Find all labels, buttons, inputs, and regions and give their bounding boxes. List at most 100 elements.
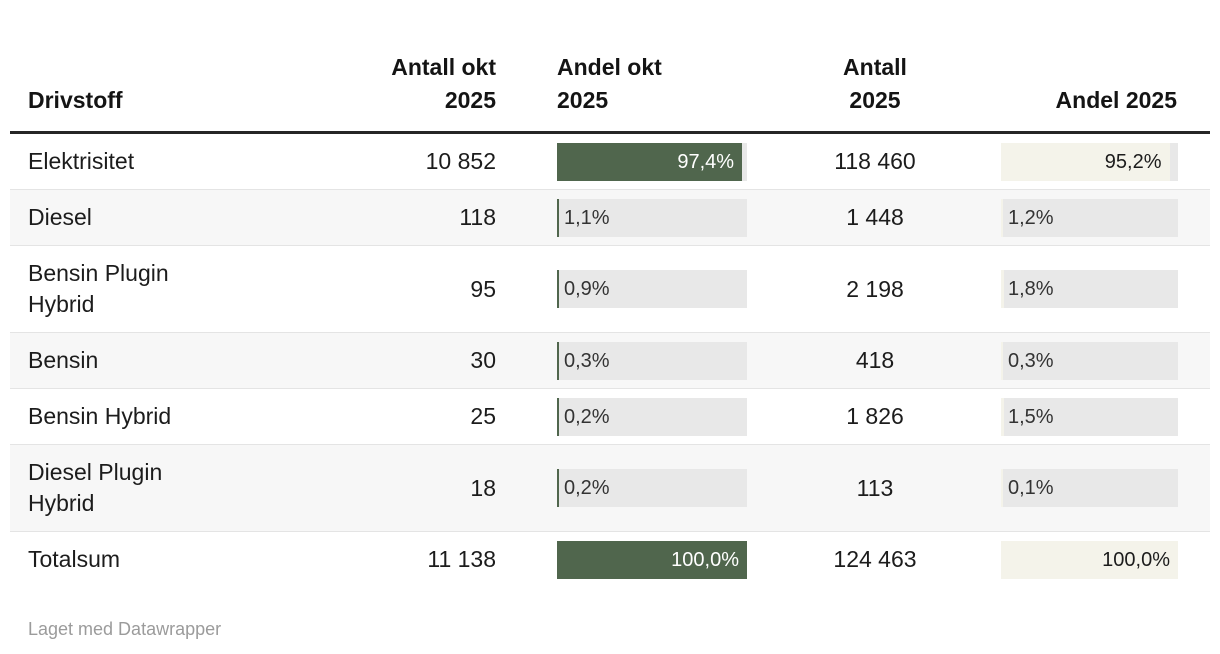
column-header-line: Andel 2025 — [1055, 87, 1177, 113]
fuel-label: Elektrisitet — [28, 148, 135, 174]
antall-2025-cell: 118 460 — [800, 133, 950, 190]
antall-okt-value: 10 852 — [425, 148, 496, 174]
bar-fill: 100,0% — [1001, 540, 1178, 579]
fuel-label: Totalsum — [28, 546, 121, 572]
andel-okt-bar-cell: 0,9% — [510, 245, 800, 333]
antall-okt-cell: 95 — [228, 245, 510, 333]
antall-2025-value: 118 460 — [834, 148, 916, 174]
bar-fill — [1001, 397, 1004, 436]
bar-value-label: 0,3% — [564, 349, 610, 372]
bar-value-label: 0,3% — [1008, 349, 1054, 372]
table-row: Diesel Plugin Hybrid 18 0,2% 113 0,1% — [10, 444, 1210, 532]
antall-okt-cell: 118 — [228, 189, 510, 246]
fuel-label-cell: Diesel — [10, 189, 228, 246]
andel-2025-bar-track: 1,2% — [1001, 198, 1178, 237]
bar-value-label: 1,2% — [1008, 206, 1054, 229]
antall-okt-value: 18 — [470, 474, 496, 501]
antall-2025-cell: 1 826 — [800, 388, 950, 445]
bar-value-label: 95,2% — [1104, 150, 1162, 173]
antall-2025-value: 418 — [855, 347, 895, 373]
table-row: Bensin Plugin Hybrid 95 0,9% 2 198 1,8% — [10, 245, 1210, 333]
bar-value-label: 1,5% — [1008, 405, 1054, 428]
fuel-label-cell: Bensin Hybrid — [10, 388, 228, 445]
antall-2025-cell: 418 — [800, 332, 950, 389]
andel-okt-bar-track: 0,9% — [557, 270, 747, 308]
andel-2025-bar-track: 1,5% — [1001, 397, 1178, 436]
column-header-andel-okt-2025: Andel okt 2025 — [510, 10, 800, 134]
fuel-label: Bensin Hybrid — [28, 403, 172, 429]
fuel-label-cell: Elektrisitet — [10, 133, 228, 190]
column-header-line: 2025 — [444, 87, 496, 113]
antall-2025-cell: 124 463 — [800, 531, 950, 587]
andel-okt-bar-track: 0,3% — [557, 341, 747, 380]
antall-2025-value: 124 463 — [833, 546, 917, 572]
column-header-andel-2025: Andel 2025 — [950, 10, 1210, 134]
antall-okt-value: 95 — [470, 275, 496, 302]
andel-2025-bar-track: 95,2% — [1001, 142, 1178, 181]
bar-fill — [557, 397, 559, 436]
column-header-line: 2025 — [557, 87, 609, 113]
andel-okt-bar-cell: 0,2% — [510, 388, 800, 445]
antall-2025-value: 2 198 — [846, 275, 904, 302]
bar-fill — [557, 198, 560, 237]
antall-okt-value: 11 138 — [427, 546, 496, 572]
andel-okt-bar-track: 0,2% — [557, 469, 747, 507]
bar-value-label: 97,4% — [677, 150, 735, 173]
andel-okt-bar-cell: 97,4% — [510, 133, 800, 190]
bar-value-label: 1,1% — [564, 206, 610, 229]
fuel-table: Drivstoff Antall okt 2025 Andel okt 2025 A… — [10, 10, 1210, 587]
antall-okt-cell: 25 — [228, 388, 510, 445]
bar-value-label: 1,8% — [1008, 278, 1054, 300]
table-row: Bensin Hybrid 25 0,2% 1 826 1,5% — [10, 388, 1210, 445]
fuel-label-cell: Bensin Plugin Hybrid — [10, 245, 228, 333]
fuel-label-cell: Bensin — [10, 332, 228, 389]
table-row: Diesel 118 1,1% 1 448 1,2% — [10, 189, 1210, 246]
andel-2025-bar-track: 0,1% — [1001, 469, 1178, 507]
antall-2025-value: 1 826 — [846, 403, 904, 429]
column-header-line: Andel okt — [557, 54, 662, 80]
fuel-label: Diesel — [28, 204, 92, 230]
andel-2025-bar-track: 0,3% — [1001, 341, 1178, 380]
table-row: Bensin 30 0,3% 418 0,3% — [10, 332, 1210, 389]
antall-2025-value: 113 — [856, 474, 894, 501]
andel-okt-bar-track: 0,2% — [557, 397, 747, 436]
antall-okt-cell: 30 — [228, 332, 510, 389]
table-body: Elektrisitet 10 852 97,4% 118 460 95,2% … — [10, 133, 1210, 587]
andel-2025-bar-cell: 0,3% — [950, 332, 1210, 389]
andel-okt-bar-track: 97,4% — [557, 142, 747, 181]
bar-fill — [557, 341, 559, 380]
andel-2025-bar-cell: 1,5% — [950, 388, 1210, 445]
antall-2025-cell: 113 — [800, 444, 950, 532]
column-header-line: Drivstoff — [28, 87, 123, 113]
antall-okt-cell: 18 — [228, 444, 510, 532]
fuel-label-cell: Diesel Plugin Hybrid — [10, 444, 228, 532]
bar-value-label: 100,0% — [1102, 548, 1170, 571]
andel-okt-bar-cell: 0,2% — [510, 444, 800, 532]
andel-2025-bar-cell: 1,2% — [950, 189, 1210, 246]
antall-2025-value: 1 448 — [846, 204, 904, 230]
andel-okt-bar-cell: 0,3% — [510, 332, 800, 389]
bar-fill — [1001, 198, 1004, 237]
bar-value-label: 0,2% — [564, 405, 610, 428]
antall-2025-cell: 2 198 — [800, 245, 950, 333]
bar-value-label: 0,9% — [564, 278, 610, 300]
bar-fill: 97,4% — [557, 142, 743, 181]
bar-fill: 95,2% — [1001, 142, 1170, 181]
bar-fill — [557, 469, 559, 507]
andel-okt-bar-cell: 100,0% — [510, 531, 800, 587]
andel-2025-bar-cell: 1,8% — [950, 245, 1210, 333]
column-header-line: 2025 — [849, 87, 901, 113]
table-row: Totalsum 11 138 100,0% 124 463 100,0% — [10, 531, 1210, 587]
fuel-label-cell: Totalsum — [10, 531, 228, 587]
bar-fill — [557, 270, 559, 308]
andel-2025-bar-cell: 0,1% — [950, 444, 1210, 532]
datawrapper-credit-link[interactable]: Laget med Datawrapper — [28, 619, 222, 639]
data-table-visualization: Drivstoff Antall okt 2025 Andel okt 2025 A… — [10, 10, 1210, 587]
andel-2025-bar-track: 100,0% — [1001, 540, 1178, 579]
table-header: Drivstoff Antall okt 2025 Andel okt 2025 A… — [10, 10, 1210, 134]
andel-2025-bar-track: 1,8% — [1001, 270, 1178, 308]
andel-okt-bar-track: 1,1% — [557, 198, 747, 237]
antall-okt-value: 118 — [459, 204, 496, 230]
bar-value-label: 0,2% — [564, 477, 610, 499]
antall-okt-cell: 10 852 — [228, 133, 510, 190]
